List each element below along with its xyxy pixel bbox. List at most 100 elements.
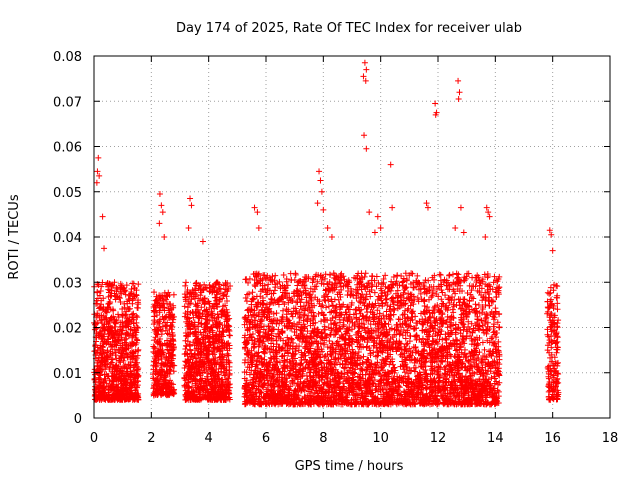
data-point: [123, 394, 130, 401]
data-point: [116, 295, 123, 302]
data-point: [108, 292, 115, 299]
data-point: [401, 311, 408, 318]
data-point: [97, 287, 104, 294]
data-point: [105, 300, 112, 307]
data-point: [93, 325, 100, 332]
data-point: [97, 304, 104, 311]
data-point: [129, 349, 136, 356]
data-point: [164, 330, 171, 337]
data-point: [119, 319, 126, 326]
data-point: [131, 285, 138, 292]
data-point: [94, 289, 101, 296]
data-point: [102, 390, 109, 397]
data-point: [165, 350, 172, 357]
data-point: [226, 332, 233, 339]
data-point: [120, 357, 127, 364]
data-points: [91, 59, 562, 408]
data-point: [126, 396, 133, 403]
data-point: [96, 396, 103, 403]
data-point: [157, 295, 164, 302]
data-point: [184, 304, 191, 311]
data-point: [116, 323, 123, 330]
data-point: [114, 336, 121, 343]
data-point: [107, 360, 114, 367]
chart-title: Day 174 of 2025, Rate Of TEC Index for r…: [176, 21, 522, 36]
data-point: [108, 287, 115, 294]
data-point: [105, 293, 112, 300]
data-point: [423, 385, 430, 392]
data-point: [104, 336, 111, 343]
data-point: [100, 313, 107, 320]
data-point: [99, 279, 106, 286]
data-point: [124, 300, 131, 307]
data-point: [126, 318, 133, 325]
data-point: [94, 344, 101, 351]
data-point: [98, 319, 105, 326]
data-point: [98, 390, 105, 397]
data-point: [127, 326, 134, 333]
data-point: [123, 384, 130, 391]
data-point: [127, 372, 134, 379]
data-point: [111, 279, 118, 286]
data-point: [109, 391, 116, 398]
data-point: [114, 286, 121, 293]
data-point: [106, 281, 113, 288]
data-point: [134, 371, 141, 378]
data-point: [118, 290, 125, 297]
data-point: [133, 390, 140, 397]
data-point: [124, 351, 131, 358]
data-point: [151, 313, 158, 320]
data-point: [125, 390, 132, 397]
grid-lines: [94, 56, 610, 418]
data-point: [124, 354, 131, 361]
data-point: [103, 308, 110, 315]
data-point: [107, 348, 114, 355]
data-point: [123, 365, 130, 372]
data-point: [135, 365, 142, 372]
data-point: [118, 387, 125, 394]
data-point: [95, 305, 102, 312]
data-point: [131, 367, 138, 374]
data-point: [118, 327, 125, 334]
data-point: [461, 346, 468, 353]
data-point: [219, 328, 226, 335]
data-point: [97, 367, 104, 374]
data-point: [97, 363, 104, 370]
data-point: [134, 324, 141, 331]
data-point: [151, 289, 158, 296]
data-point: [133, 319, 140, 326]
data-point: [104, 326, 111, 333]
data-point: [119, 350, 126, 357]
data-point: [117, 359, 124, 366]
data-point: [98, 359, 105, 366]
data-point: [437, 272, 444, 279]
data-point: [104, 353, 111, 360]
data-point: [124, 305, 131, 312]
data-point: [99, 393, 106, 400]
data-point: [135, 396, 142, 403]
data-point: [128, 289, 135, 296]
data-point: [318, 318, 325, 325]
data-point: [94, 350, 101, 357]
data-point: [496, 311, 503, 318]
data-point: [106, 317, 113, 324]
data-point: [122, 287, 129, 294]
data-point: [127, 379, 134, 386]
data-point: [107, 306, 114, 313]
data-point: [115, 314, 122, 321]
data-point: [117, 284, 124, 291]
data-point: [95, 357, 102, 364]
data-point: [132, 379, 139, 386]
data-point: [110, 334, 117, 341]
data-point: [166, 347, 173, 354]
data-point: [121, 304, 128, 311]
data-point: [132, 329, 139, 336]
data-point: [100, 340, 107, 347]
data-point: [94, 363, 101, 370]
data-point: [182, 279, 189, 286]
data-point: [99, 335, 106, 342]
data-point: [123, 324, 130, 331]
data-point: [99, 384, 106, 391]
data-point: [120, 350, 127, 357]
data-point: [134, 304, 141, 311]
